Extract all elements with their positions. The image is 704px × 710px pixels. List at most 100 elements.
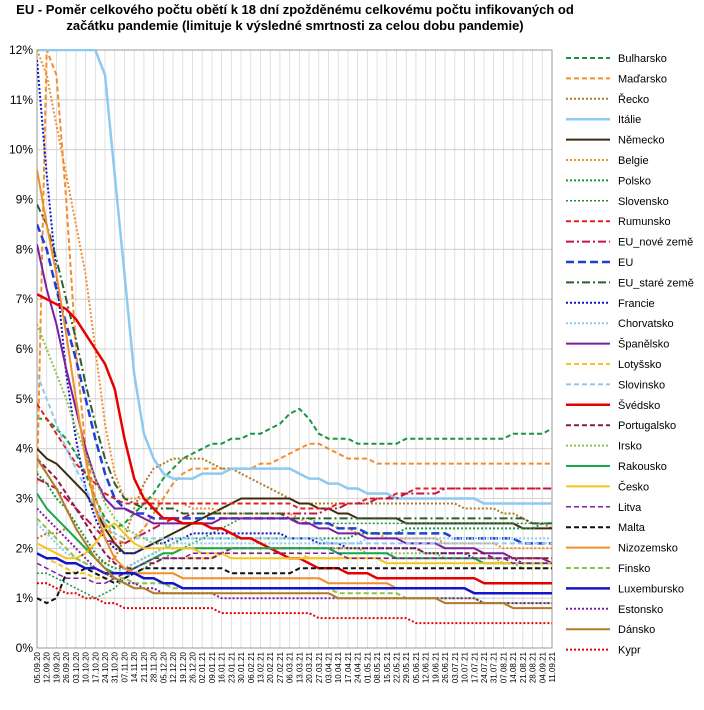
legend-label-eu-nove-zeme: EU_nové země — [618, 237, 693, 249]
x-tick-label: 28.11.20 — [150, 651, 159, 682]
legend-label-luxembursko: Luxembursko — [618, 583, 684, 595]
legend-label-lotyssko: Lotyšsko — [618, 359, 661, 371]
x-tick-label: 26.06.21 — [441, 651, 450, 683]
series-line-spanelsko — [37, 244, 552, 565]
x-tick-label: 16.01.21 — [218, 651, 227, 683]
series-line-recko — [37, 457, 552, 565]
series-line-luxembursko — [37, 552, 552, 595]
x-tick-label: 30.01.21 — [237, 651, 246, 683]
x-tick-label: 19.12.20 — [179, 651, 188, 683]
x-tick-label: 28.08.21 — [529, 651, 538, 683]
legend-label-cesko: Česko — [618, 480, 649, 493]
legend-label-irsko: Irsko — [618, 441, 642, 453]
y-tick-label: 11% — [10, 93, 33, 107]
series-line-cesko — [37, 522, 552, 565]
x-tick-label: 09.01.21 — [208, 651, 217, 683]
x-tick-label: 23.01.21 — [227, 651, 236, 683]
legend-label-slovinsko: Slovinsko — [618, 379, 665, 391]
y-tick-label: 0% — [16, 641, 34, 655]
legend-label-bulharsko: Bulharsko — [618, 53, 667, 65]
x-tick-label: 20.02.21 — [266, 651, 275, 683]
plot-area — [36, 49, 553, 649]
series-line-rumunsko — [37, 403, 552, 510]
y-tick-label: 5% — [16, 392, 34, 406]
series-line-eu — [37, 223, 552, 545]
series-line-nizozemsko — [37, 169, 552, 595]
x-tick-label: 14.08.21 — [509, 651, 518, 683]
series-line-madarsko — [37, 49, 552, 545]
x-tick-label: 20.03.21 — [305, 651, 314, 683]
series-line-slovinsko — [37, 373, 552, 545]
legend-label-finsko: Finsko — [618, 563, 650, 575]
x-tick-label: 15.05.21 — [383, 651, 392, 683]
x-tick-label: 31.10.20 — [111, 651, 120, 683]
legend-label-eu-stare-zeme: EU_staré země — [618, 277, 694, 289]
legend-label-nizozemsko: Nizozemsko — [618, 543, 678, 555]
x-tick-label: 05.06.21 — [412, 651, 421, 683]
series-line-chorvatsko — [37, 522, 552, 575]
x-tick-label: 31.07.21 — [490, 651, 499, 683]
y-tick-label: 3% — [16, 492, 34, 506]
legend-label-slovensko: Slovensko — [618, 196, 669, 208]
legend-label-italie: Itálie — [618, 114, 641, 126]
x-tick-label: 27.02.21 — [276, 651, 285, 683]
x-tick-label: 22.05.21 — [393, 651, 402, 683]
x-tick-label: 17.07.21 — [470, 651, 479, 683]
y-tick-label: 7% — [16, 292, 34, 306]
chart-title-line1: EU - Poměr celkového počtu obětí k 18 dn… — [16, 2, 574, 17]
y-tick-label: 9% — [16, 193, 34, 207]
x-tick-label: 06.03.21 — [286, 651, 295, 683]
x-tick-label: 14.11.20 — [130, 651, 139, 682]
x-tick-label: 12.06.21 — [422, 651, 431, 683]
x-tick-label: 07.11.20 — [120, 651, 129, 682]
x-tick-label: 12.09.20 — [43, 651, 52, 683]
series-line-dansko — [37, 458, 552, 610]
y-tick-label: 4% — [16, 442, 34, 456]
x-tick-label: 11.09.21 — [548, 651, 557, 682]
x-tick-label: 24.04.21 — [354, 651, 363, 683]
legend-label-kypr: Kypr — [618, 645, 641, 657]
x-tick-label: 10.04.21 — [334, 651, 343, 683]
series-line-bulharsko — [37, 407, 552, 530]
x-tick-label: 19.06.21 — [431, 651, 440, 683]
legend-label-eu: EU — [618, 257, 633, 269]
x-tick-label: 02.01.21 — [198, 651, 207, 683]
legend-label-rumunsko: Rumunsko — [618, 216, 671, 228]
x-tick-label: 12.12.20 — [169, 651, 178, 683]
x-tick-label: 08.05.21 — [373, 651, 382, 683]
y-tick-label: 6% — [16, 342, 34, 356]
legend-label-spanelsko: Španělsko — [618, 338, 669, 351]
legend-label-chorvatsko: Chorvatsko — [618, 318, 674, 330]
legend-label-madarsko: Maďarsko — [618, 73, 667, 85]
series-line-estonsko — [37, 507, 552, 605]
x-tick-label: 21.11.20 — [140, 651, 149, 682]
legend-label-litva: Litva — [618, 502, 642, 514]
series-line-belgie — [37, 49, 552, 550]
x-tick-label: 29.05.21 — [402, 651, 411, 683]
x-tick-label: 26.12.20 — [188, 651, 197, 683]
series-line-kypr — [37, 582, 552, 625]
chart-title-line2: začátku pandemie (limituje k výsledné sm… — [66, 18, 524, 33]
y-tick-label: 8% — [16, 242, 34, 256]
x-tick-label: 10.10.20 — [82, 651, 91, 683]
x-tick-label: 03.04.21 — [325, 651, 334, 683]
x-tick-label: 19.09.20 — [52, 651, 61, 683]
legend-label-malta: Malta — [618, 522, 646, 534]
legend-label-francie: Francie — [618, 298, 655, 310]
legend-label-polsko: Polsko — [618, 175, 651, 187]
legend-label-rakousko: Rakousko — [618, 461, 667, 473]
x-tick-label: 07.08.21 — [499, 651, 508, 683]
x-tick-label: 17.04.21 — [344, 651, 353, 683]
series-line-italie — [37, 49, 552, 505]
x-tick-label: 03.07.21 — [451, 651, 460, 683]
legend-label-recko: Řecko — [618, 93, 649, 106]
x-tick-label: 06.02.21 — [247, 651, 256, 683]
x-tick-label: 10.07.21 — [461, 651, 470, 683]
x-tick-label: 24.07.21 — [480, 651, 489, 683]
x-tick-label: 05.09.20 — [33, 651, 42, 683]
legend-label-dansko: Dánsko — [618, 624, 655, 636]
x-tick-label: 01.05.21 — [363, 651, 372, 683]
series-line-eu-stare-zeme — [37, 204, 552, 525]
x-tick-label: 17.10.20 — [91, 651, 100, 683]
